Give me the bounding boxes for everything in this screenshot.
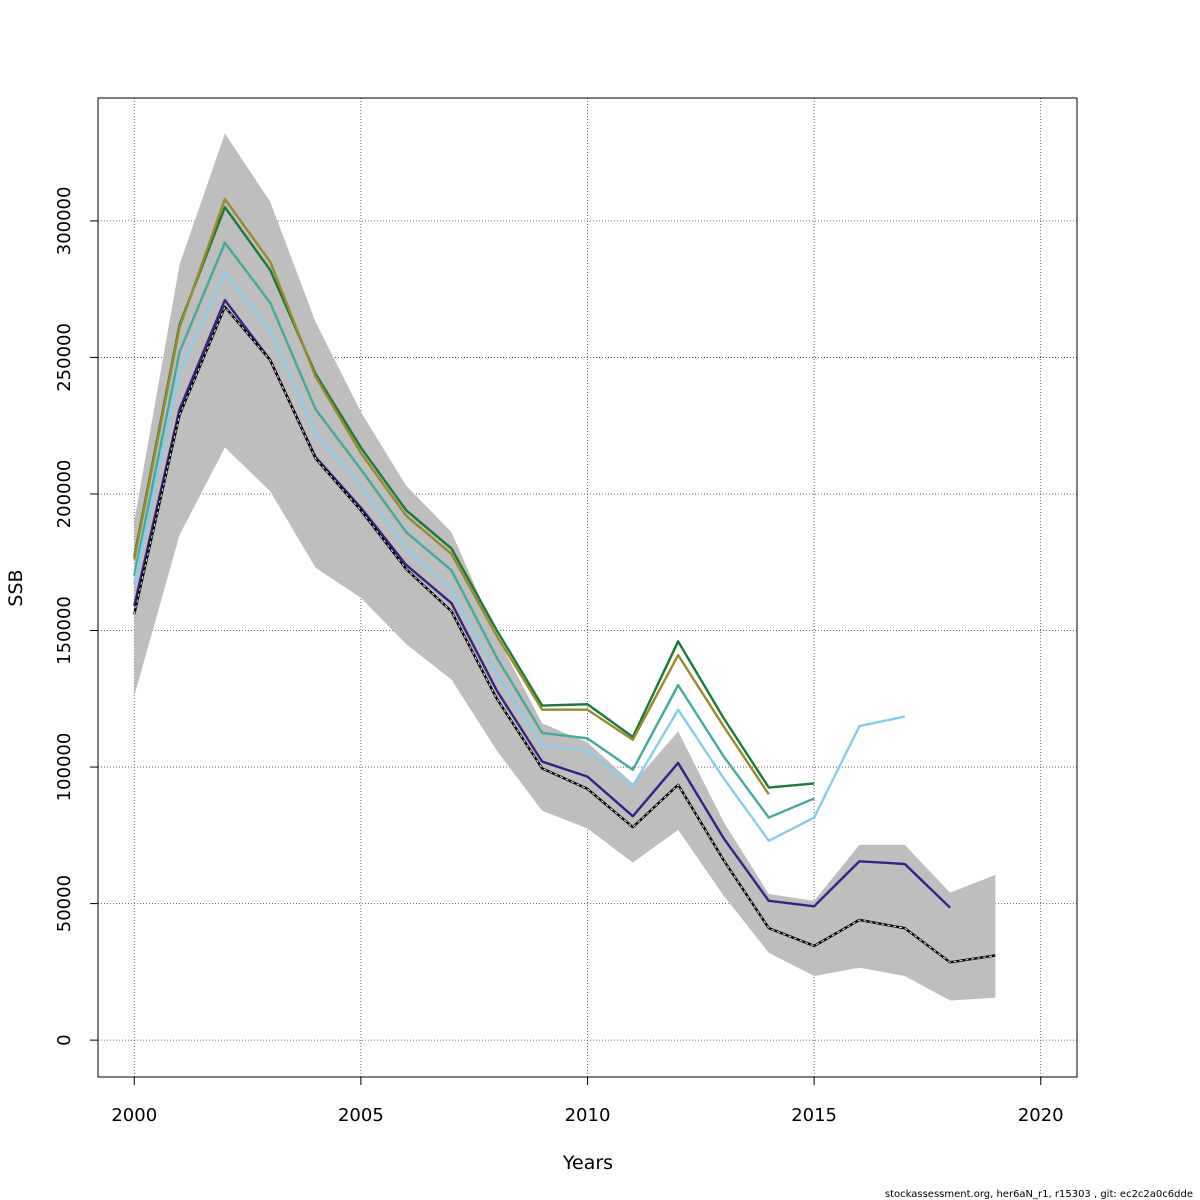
x-tick-label: 2010 <box>565 1105 611 1126</box>
series-line-1 <box>133 206 815 789</box>
y-axis-title: SSB <box>5 569 27 606</box>
x-axis: 2000 2005 2010 2015 2020 <box>111 1077 1064 1126</box>
x-tick-label: 2015 <box>791 1105 837 1126</box>
y-tick-label: 50000 <box>54 875 75 932</box>
series-layer <box>133 197 996 964</box>
y-tick-label: 100000 <box>54 733 75 802</box>
y-axis: 0 50000 100000 150000 200000 250000 300000 <box>54 187 98 1046</box>
y-tick-label: 200000 <box>54 460 75 529</box>
y-tick-label: 0 <box>54 1034 75 1045</box>
series-line-6-dash <box>133 306 996 963</box>
x-tick-label: 2005 <box>338 1105 384 1126</box>
y-tick-label: 250000 <box>54 323 75 392</box>
x-axis-title: Years <box>562 1152 613 1174</box>
series-line-4 <box>133 271 906 842</box>
confidence-band-layer <box>134 133 996 1001</box>
series-line-3 <box>133 241 815 819</box>
series-line-2 <box>133 197 770 796</box>
y-tick-label: 300000 <box>54 187 75 256</box>
x-tick-label: 2020 <box>1018 1105 1064 1126</box>
y-tick-label: 150000 <box>54 596 75 665</box>
footer-note: stockassessment.org, her6aN_r1, r15303 ,… <box>885 1189 1193 1200</box>
x-tick-label: 2000 <box>111 1105 157 1126</box>
confidence-band <box>134 133 996 1001</box>
